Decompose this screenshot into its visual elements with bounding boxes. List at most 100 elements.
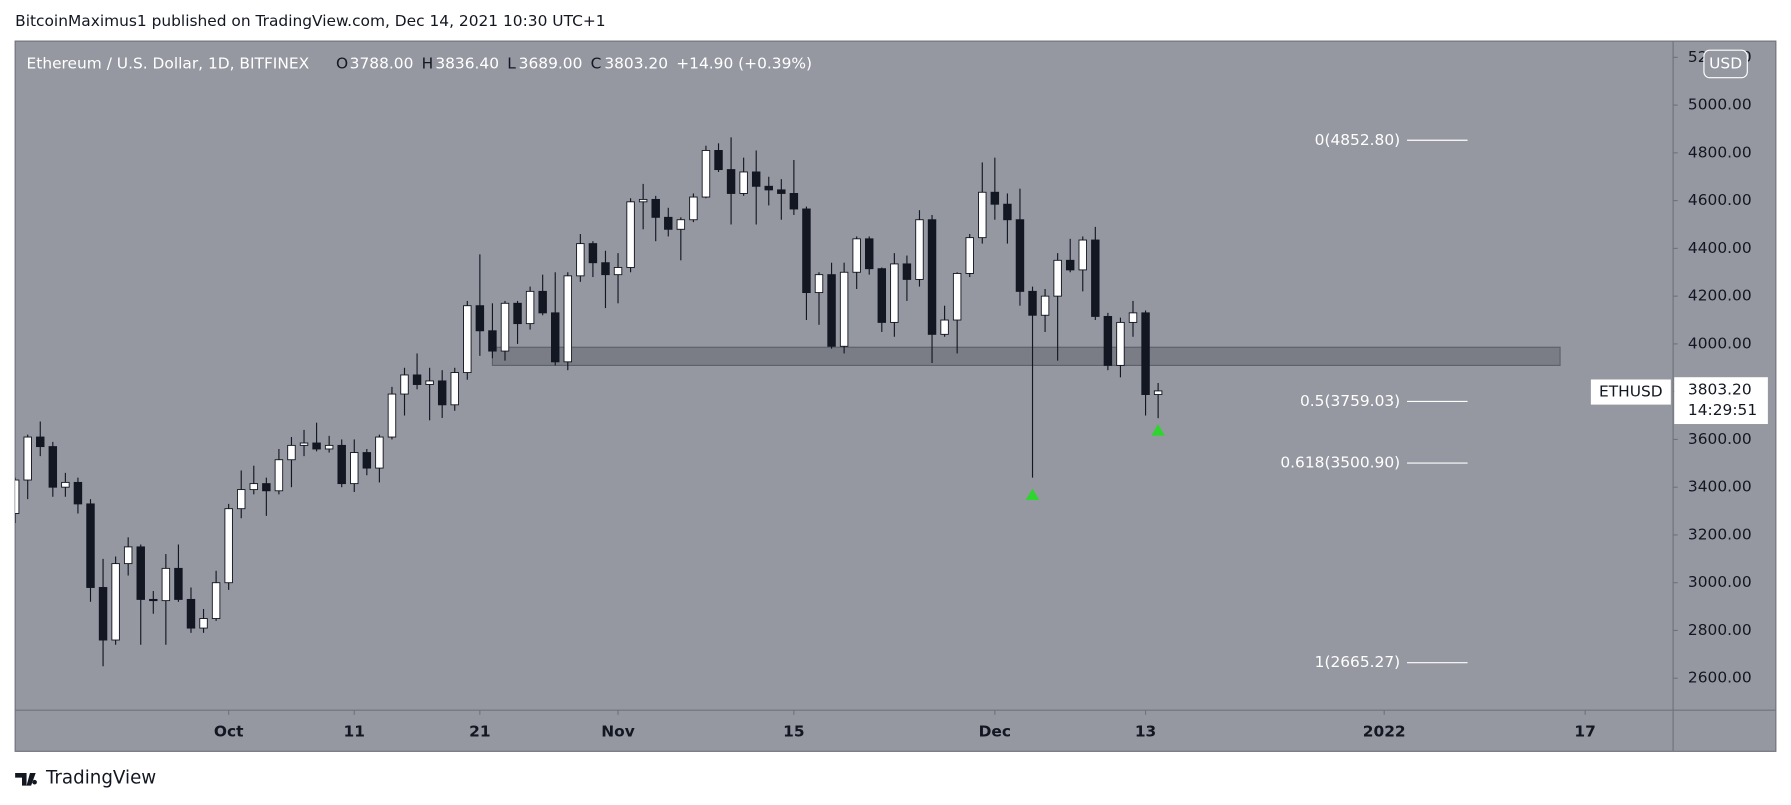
candle-body xyxy=(450,372,459,406)
candle-body xyxy=(689,196,698,221)
fib-label: 0.618(3500.90) xyxy=(1280,454,1400,472)
candle-body xyxy=(777,189,786,194)
candle-body xyxy=(915,219,924,280)
candle-body xyxy=(739,171,748,194)
candle-body xyxy=(174,567,183,600)
y-tick-label: 3400.00 xyxy=(1688,478,1752,496)
candle-body xyxy=(350,452,359,485)
candle-body xyxy=(1078,239,1087,271)
candle-body xyxy=(525,290,535,325)
candle-body xyxy=(86,503,95,588)
currency[interactable]: USD xyxy=(1709,54,1742,72)
x-tick-label: Nov xyxy=(601,722,635,740)
candle-body xyxy=(701,150,711,198)
overlay: 2600.00 2800.00 3000.00 3200.00 3400.00 3600.… xyxy=(214,48,1768,740)
support-zone xyxy=(491,346,1561,366)
x-tick-label: Oct xyxy=(214,722,244,740)
legend-value: 3788.00 xyxy=(350,54,414,72)
candle-body xyxy=(98,587,108,641)
candle-body xyxy=(324,444,334,450)
candle-body xyxy=(613,267,623,276)
symbol-label: ETHUSD xyxy=(1599,383,1663,401)
candle-body xyxy=(952,273,962,321)
candle-body xyxy=(437,380,447,406)
candle-body xyxy=(1091,239,1100,317)
candle-body xyxy=(1003,203,1012,221)
candle-body xyxy=(136,546,145,600)
x-tick-label: 15 xyxy=(783,722,804,740)
candle-body xyxy=(287,444,296,461)
candle-body xyxy=(199,618,208,629)
y-tick-label: 4400.00 xyxy=(1688,239,1752,257)
candle-body xyxy=(488,330,497,352)
y-tick-label: 3200.00 xyxy=(1688,525,1752,543)
legend-label: H xyxy=(422,54,434,72)
candle-body xyxy=(111,563,120,641)
candle-body xyxy=(927,219,937,335)
candle-body xyxy=(839,271,849,347)
candle-body xyxy=(400,374,409,395)
y-tick-label: 2800.00 xyxy=(1688,621,1752,639)
y-tick-label: 4200.00 xyxy=(1688,287,1752,305)
candle-body xyxy=(475,305,485,332)
candle-body xyxy=(865,238,874,270)
candle-body xyxy=(73,481,83,505)
candle-body xyxy=(551,312,560,363)
legend-value: 3803.20 xyxy=(604,54,668,72)
candle-body xyxy=(638,198,648,203)
panel xyxy=(14,40,1777,752)
candle-body xyxy=(149,598,158,602)
candle-body xyxy=(463,305,472,374)
candle-body xyxy=(513,302,522,325)
candle-body xyxy=(789,193,799,210)
candle-body xyxy=(186,598,196,629)
candle-body xyxy=(23,436,32,481)
candle-body xyxy=(1065,259,1075,271)
candle-body xyxy=(965,237,974,274)
fib-label: 1(2665.27) xyxy=(1315,653,1401,671)
y-tick-label: 3600.00 xyxy=(1688,430,1752,448)
candle-body xyxy=(48,446,58,488)
candle-body xyxy=(249,483,259,491)
y-tick-label: 4000.00 xyxy=(1688,334,1752,352)
candle-body xyxy=(236,489,246,510)
candle-body xyxy=(36,436,45,448)
candle-body xyxy=(61,481,70,488)
candle-body xyxy=(425,380,434,385)
candle-body xyxy=(664,216,673,230)
candle-body xyxy=(1015,219,1025,292)
candle-body xyxy=(312,442,321,450)
candle-body xyxy=(814,274,824,294)
candle-body xyxy=(1028,290,1037,316)
fib-label: 0(4852.80) xyxy=(1315,131,1401,149)
candle-body xyxy=(299,442,309,446)
signal-marker xyxy=(1151,424,1165,436)
candle-body xyxy=(751,171,761,187)
legend-value: 3836.40 xyxy=(435,54,499,72)
candle-body xyxy=(362,452,372,469)
candle-body xyxy=(211,582,221,619)
price-box xyxy=(1674,377,1768,425)
last-price: 3803.20 xyxy=(1688,380,1752,398)
legend-change: +14.90 (+0.39%) xyxy=(676,54,812,72)
x-tick-label: 17 xyxy=(1574,722,1595,740)
candle-body xyxy=(802,208,811,294)
candle-body xyxy=(576,243,585,277)
candle-body xyxy=(990,191,1000,205)
x-tick-label: Dec xyxy=(979,722,1011,740)
candle-body xyxy=(676,219,686,230)
y-tick-label: 4800.00 xyxy=(1688,143,1752,161)
candle-body xyxy=(890,263,899,323)
candle-body xyxy=(651,198,660,218)
candle-body xyxy=(1040,295,1050,316)
plot xyxy=(15,137,1561,667)
legend-value: 3689.00 xyxy=(519,54,583,72)
candle-body xyxy=(764,185,773,191)
candle-body xyxy=(1053,259,1062,297)
candle-body xyxy=(1141,312,1150,395)
currency-button[interactable] xyxy=(1703,49,1748,79)
candle-body xyxy=(827,274,836,347)
publisher: BitcoinMaximus1 published on TradingView… xyxy=(15,12,605,30)
candle-body xyxy=(588,243,598,264)
